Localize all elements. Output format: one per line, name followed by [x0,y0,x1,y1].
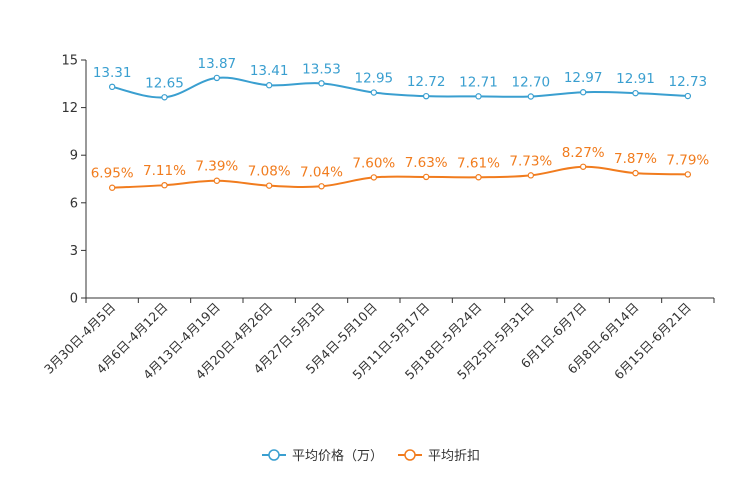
data-point [108,83,116,91]
data-point [632,169,639,177]
data-label: 6.95% [91,166,134,182]
data-label: 12.70 [512,74,551,90]
data-label: 12.72 [407,74,446,90]
data-label: 7.87% [614,151,657,167]
data-point [265,82,273,89]
data-point [475,93,482,100]
y-tick-label: 15 [61,54,78,69]
data-point [108,184,116,191]
data-point [632,89,639,97]
data-label: 8.27% [562,145,605,161]
y-tick-label: 12 [61,101,78,116]
data-point [370,89,378,96]
data-point [527,93,535,100]
data-point [579,89,587,96]
legend-marker [404,449,416,461]
data-point [684,171,692,178]
data-label: 13.41 [250,63,289,79]
legend-label: 平均折扣 [428,449,480,464]
y-tick-label: 3 [70,244,78,259]
data-point [213,74,221,82]
legend-item-avg-price[interactable]: 平均价格（万） [262,448,383,464]
data-point [265,182,273,189]
legend[interactable]: 平均价格（万） 平均折扣 [262,448,480,464]
data-label: 7.04% [300,164,343,180]
series-line [112,165,688,189]
data-label: 12.65 [145,75,184,91]
y-tick-label: 6 [70,196,78,211]
data-label: 7.08% [248,164,291,180]
data-label: 7.73% [509,153,552,169]
data-point [684,92,692,100]
data-label: 13.53 [302,61,341,77]
legend-label: 平均价格（万） [292,448,383,464]
series-layer: 13.31 12.65 13.87 13.41 13.53 12.95 12.72 12.71… [91,56,709,191]
data-label: 7.79% [666,152,709,168]
data-point [318,80,325,87]
series-avg-discount: 6.95% 7.11% 7.39% 7.08% 7.04% 7.60% 7.63% 7.61%… [91,145,709,191]
data-point [318,183,325,190]
axes: 036912153月30日-4月5日4月6日-4月12日4月13日-4月19日4… [41,54,715,382]
data-point [370,174,378,181]
data-label: 12.97 [564,70,603,86]
data-point [161,94,168,101]
legend-item-avg-discount[interactable]: 平均折扣 [398,449,480,464]
data-label: 12.91 [616,71,655,87]
data-point [475,174,482,181]
data-label: 7.63% [405,155,448,171]
data-label: 7.39% [195,159,238,175]
series-avg-price: 13.31 12.65 13.87 13.41 13.53 12.95 12.72 12.71… [93,56,708,101]
data-label: 7.61% [457,155,500,171]
legend-marker [268,449,280,461]
data-label: 12.73 [669,74,708,90]
series-line [111,76,688,99]
data-point [422,92,430,100]
data-point [422,173,430,181]
data-point [161,181,168,189]
data-label: 13.31 [93,65,132,81]
data-label: 7.60% [352,155,395,171]
data-point [579,163,587,170]
y-tick-label: 0 [70,292,78,307]
data-point [213,177,221,184]
data-label: 12.71 [459,74,498,90]
data-point [527,172,535,179]
data-label: 12.95 [355,71,394,87]
y-tick-label: 9 [70,149,78,164]
data-label: 7.11% [143,163,186,179]
data-label: 13.87 [198,56,237,72]
